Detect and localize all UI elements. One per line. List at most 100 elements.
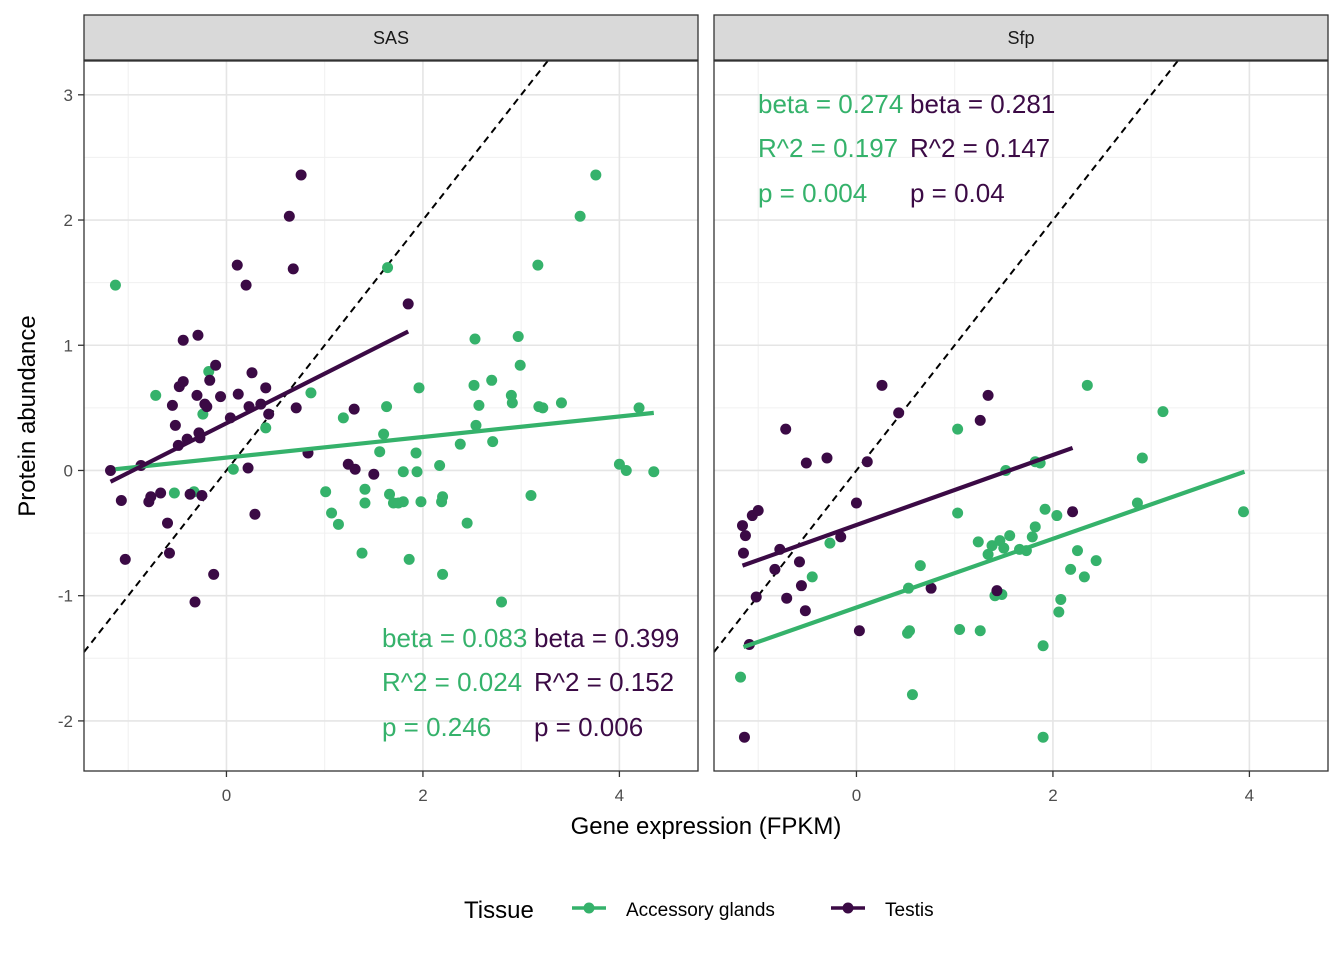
point-testis xyxy=(246,367,258,379)
panel-marks xyxy=(84,61,660,653)
point-testis xyxy=(163,547,175,559)
point-accessory-glands xyxy=(1051,510,1063,522)
strip-background xyxy=(713,14,1329,61)
point-accessory-glands xyxy=(378,428,390,440)
point-accessory-glands xyxy=(952,507,964,519)
point-testis xyxy=(769,563,781,575)
x-tick-label: 4 xyxy=(1245,786,1254,805)
point-accessory-glands xyxy=(537,402,549,414)
point-testis xyxy=(169,419,181,431)
point-accessory-glands xyxy=(954,624,966,636)
legend-title: Tissue xyxy=(464,897,534,924)
point-accessory-glands xyxy=(1238,506,1250,518)
point-testis xyxy=(739,530,751,542)
point-accessory-glands xyxy=(397,466,409,478)
point-testis xyxy=(192,329,204,341)
point-testis xyxy=(800,457,812,469)
point-accessory-glands xyxy=(461,517,473,529)
point-accessory-glands xyxy=(374,446,386,458)
point-accessory-glands xyxy=(512,330,524,342)
point-accessory-glands xyxy=(906,689,918,701)
point-testis xyxy=(119,553,131,565)
annot-testis-beta: beta = 0.281 xyxy=(910,89,1055,119)
x-tick-label: 0 xyxy=(852,786,861,805)
point-testis xyxy=(368,468,380,480)
panel-border xyxy=(83,60,699,772)
point-accessory-glands xyxy=(486,374,498,386)
legend: Tissue Accessory glands Testis xyxy=(464,897,934,924)
point-testis xyxy=(295,169,307,181)
point-testis xyxy=(177,376,189,388)
point-testis xyxy=(210,359,222,371)
point-testis xyxy=(196,490,208,502)
point-testis xyxy=(242,462,254,474)
point-testis xyxy=(191,389,203,401)
strip-label: Sfp xyxy=(1007,28,1034,48)
point-accessory-glands xyxy=(806,571,818,583)
stats-annotations: beta = 0.274 R^2 = 0.197 p = 0.004 beta … xyxy=(758,89,1055,208)
annot-testis-beta: beta = 0.399 xyxy=(534,623,679,653)
x-tick-label: 4 xyxy=(615,786,624,805)
point-accessory-glands xyxy=(397,496,409,508)
point-testis xyxy=(780,423,792,435)
point-accessory-glands xyxy=(473,399,485,411)
strip-label: SAS xyxy=(373,28,409,48)
panel-background xyxy=(714,61,1328,771)
point-testis xyxy=(184,488,196,500)
point-accessory-glands xyxy=(1078,571,1090,583)
point-accessory-glands xyxy=(633,402,645,414)
point-testis xyxy=(991,585,1003,597)
point-accessory-glands xyxy=(914,560,926,572)
point-testis xyxy=(402,298,414,310)
point-accessory-glands xyxy=(1131,497,1143,509)
point-accessory-glands xyxy=(998,542,1010,554)
point-testis xyxy=(1067,506,1079,518)
point-accessory-glands xyxy=(824,537,836,549)
x-axis-title: Gene expression (FPKM) xyxy=(571,813,842,840)
panel-grid xyxy=(714,61,1328,771)
point-testis xyxy=(215,391,227,403)
point-testis xyxy=(263,408,275,420)
point-accessory-glands xyxy=(1055,593,1067,605)
point-accessory-glands xyxy=(332,518,344,530)
point-testis xyxy=(752,505,764,517)
fit-line-testis xyxy=(741,445,1074,568)
point-testis xyxy=(850,497,862,509)
point-accessory-glands xyxy=(1026,531,1038,543)
fit-line-testis xyxy=(109,329,410,484)
point-testis xyxy=(208,568,220,580)
point-accessory-glands xyxy=(415,496,427,508)
point-testis xyxy=(287,263,299,275)
point-accessory-glands xyxy=(514,359,526,371)
point-testis xyxy=(162,517,174,529)
annot-accessory-beta: beta = 0.083 xyxy=(382,623,527,653)
point-testis xyxy=(283,210,295,222)
annot-accessory-p: p = 0.004 xyxy=(758,178,867,208)
y-tick-label: -2 xyxy=(58,712,73,731)
point-accessory-glands xyxy=(1090,555,1102,567)
point-accessory-glands xyxy=(1037,731,1049,743)
point-accessory-glands xyxy=(1081,379,1093,391)
y-tick-label: 2 xyxy=(64,211,73,230)
annot-testis-p: p = 0.006 xyxy=(534,712,643,742)
point-accessory-glands xyxy=(227,463,239,475)
annot-testis-r2: R^2 = 0.147 xyxy=(910,133,1050,163)
legend-point-testis xyxy=(842,902,854,914)
point-accessory-glands xyxy=(1071,545,1083,557)
point-accessory-glands xyxy=(437,568,449,580)
legend-label-accessory-glands: Accessory glands xyxy=(626,900,775,921)
point-testis xyxy=(835,531,847,543)
point-testis xyxy=(738,731,750,743)
point-testis xyxy=(349,463,361,475)
point-testis xyxy=(974,414,986,426)
annot-testis-p: p = 0.04 xyxy=(910,178,1005,208)
point-accessory-glands xyxy=(469,333,481,345)
point-testis xyxy=(795,580,807,592)
y-tick-label: -1 xyxy=(58,587,73,606)
point-accessory-glands xyxy=(648,466,660,478)
point-accessory-glands xyxy=(384,488,396,500)
point-testis xyxy=(290,402,302,414)
point-accessory-glands xyxy=(411,466,423,478)
point-testis xyxy=(177,334,189,346)
point-accessory-glands xyxy=(434,459,446,471)
